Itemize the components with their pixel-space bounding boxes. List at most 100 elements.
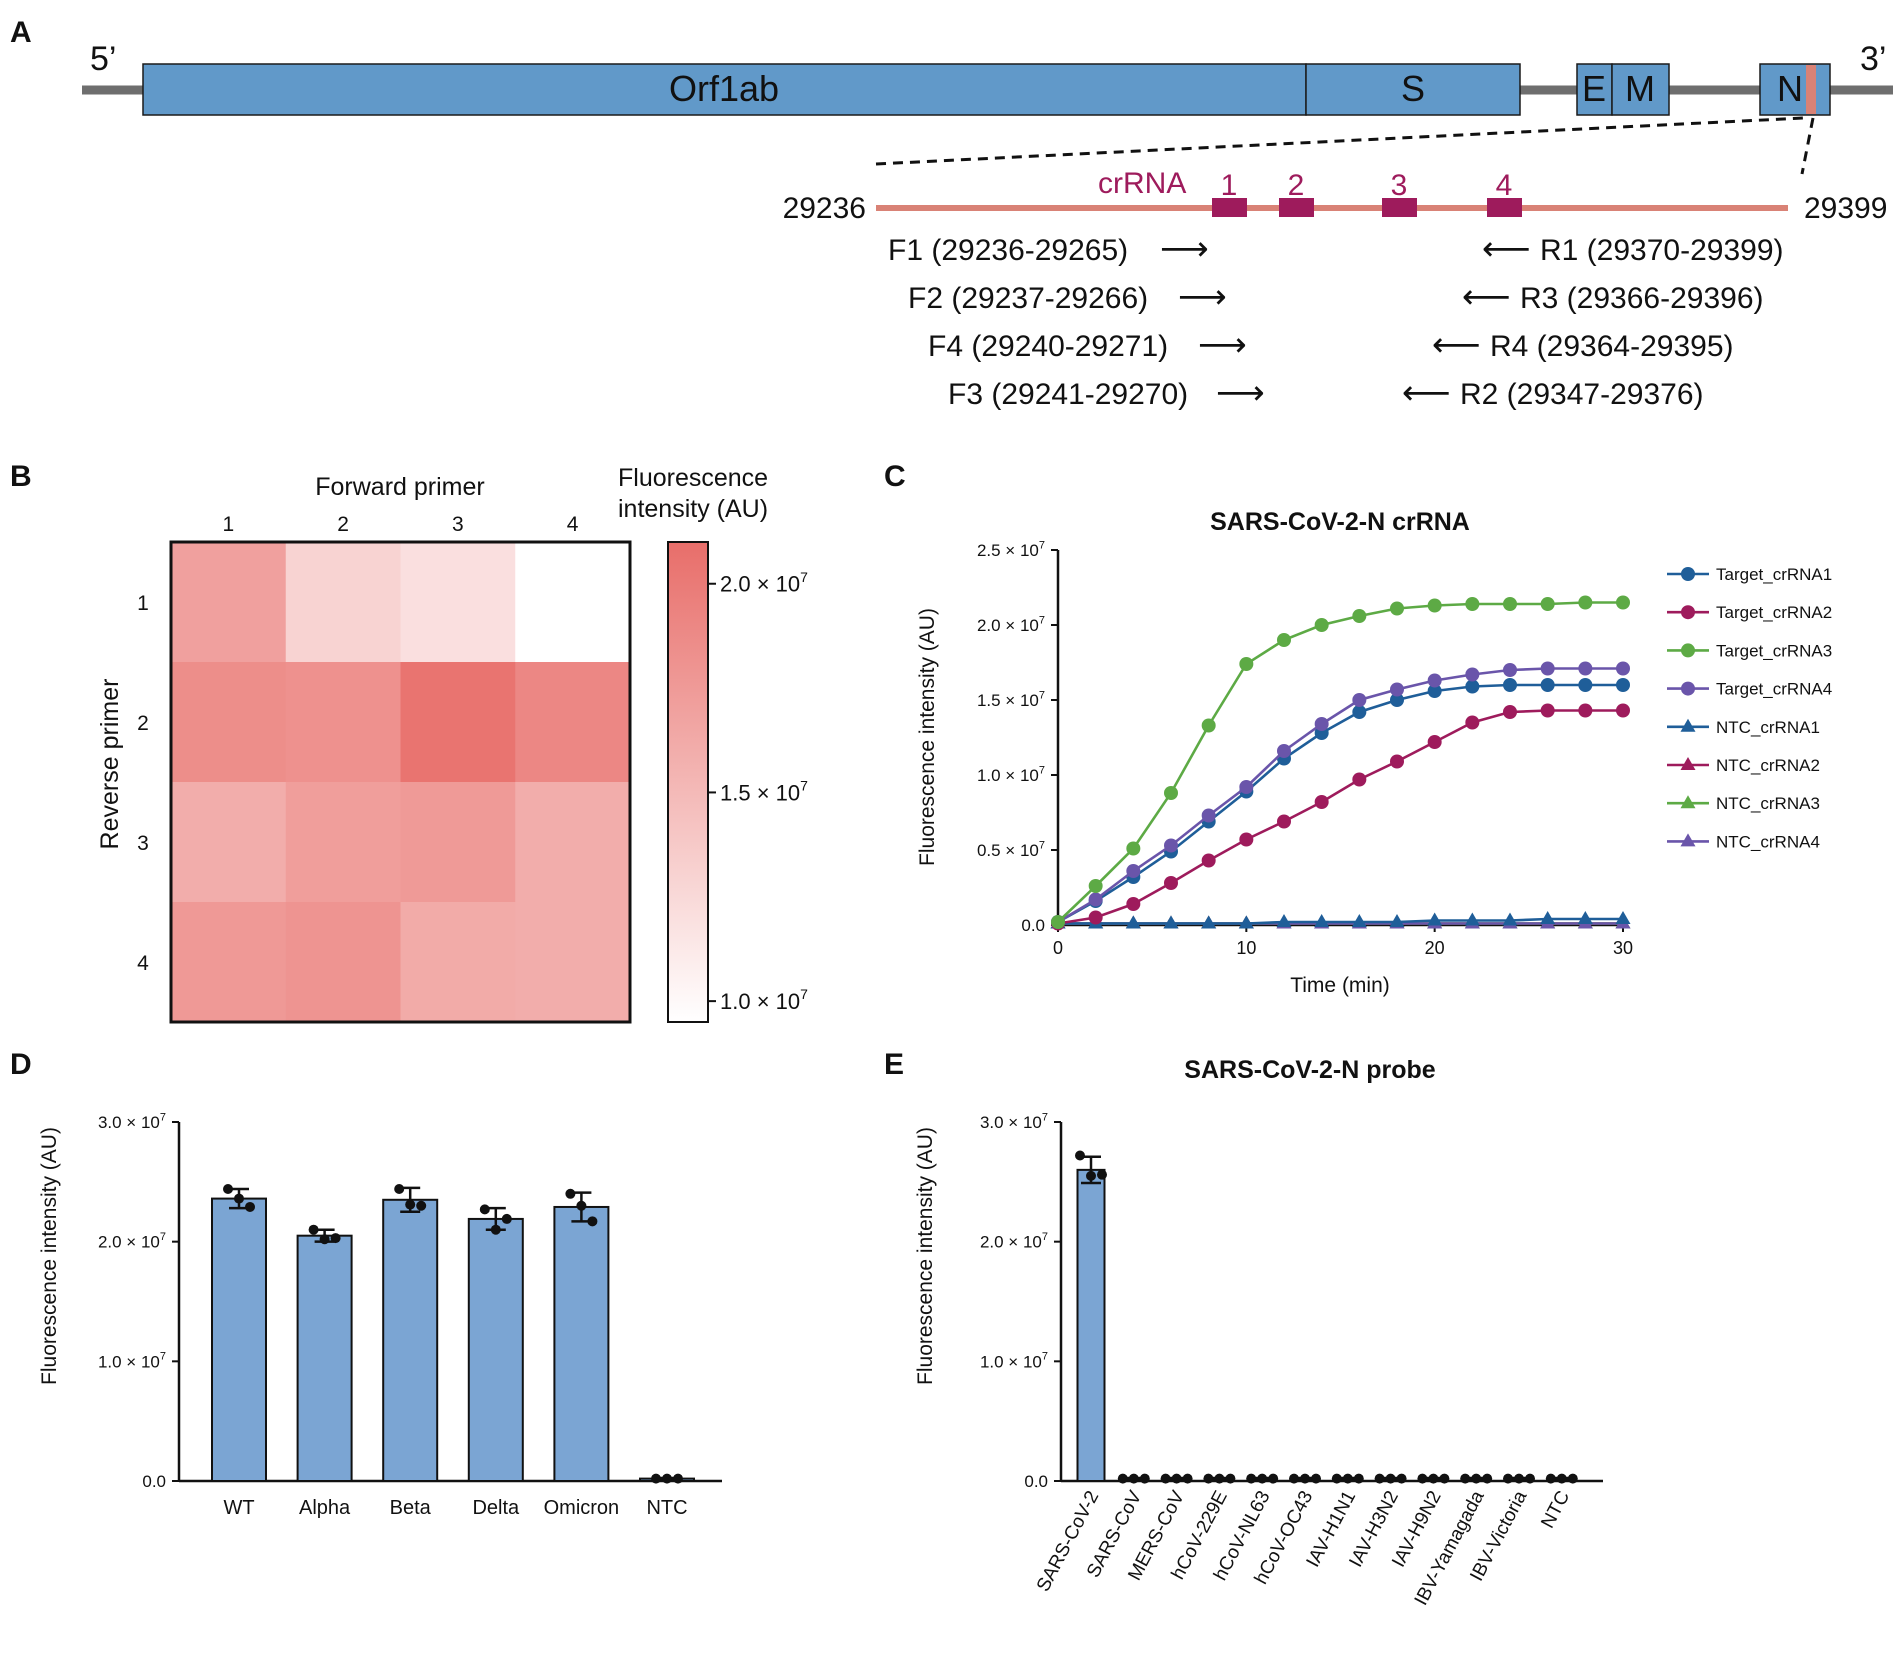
data-point-Target_crRNA2	[1126, 897, 1140, 911]
data-point-NTC_crRNA1	[1201, 916, 1216, 929]
replicate-point-hCoV-NL63	[1268, 1474, 1278, 1484]
replicate-point-SARS-CoV-2	[1075, 1151, 1085, 1161]
panel-b-label: B	[10, 460, 32, 493]
heatmap-cell-r1-c4	[515, 542, 630, 663]
bar-group-MERS-CoV	[1161, 1474, 1193, 1484]
bar-x-tick-label: Beta	[390, 1497, 432, 1519]
replicate-point-IBV-Victoria	[1514, 1474, 1524, 1484]
heatmap-cells	[171, 542, 631, 1023]
heatmap-cell-r4-c4	[515, 902, 630, 1023]
heatmap-y-tick-label: 1	[137, 592, 149, 615]
heatmap-cell-r3-c4	[515, 782, 630, 903]
data-point-NTC_crRNA1	[1164, 916, 1179, 929]
data-point-NTC_crRNA1	[1540, 911, 1555, 924]
panel-c-label: C	[884, 460, 906, 493]
bar-e-x-ticks: SARS-CoV-2SARS-CoVMERS-CoVhCoV-229EhCoV-…	[1033, 1487, 1574, 1609]
replicate-point-IAV-H9N2	[1439, 1474, 1449, 1484]
data-point-Target_crRNA1	[1578, 678, 1592, 692]
line-chart-y-tick-label: 1.0 × 107	[977, 764, 1045, 785]
heatmap-cell-r1-c3	[401, 542, 516, 663]
data-point-Target_crRNA4	[1126, 864, 1140, 878]
data-point-Target_crRNA4	[1315, 717, 1329, 731]
legend-label: Target_crRNA3	[1716, 641, 1832, 660]
crrna-1-number: 1	[1221, 169, 1238, 202]
data-point-Target_crRNA2	[1465, 716, 1479, 730]
replicate-point-hCoV-NL63	[1257, 1474, 1267, 1484]
bar-group-hCoV-OC43	[1289, 1474, 1321, 1484]
data-point-Target_crRNA1	[1352, 705, 1366, 719]
bar-d-x-ticks: WT Alpha Beta Delta Omicron NTC	[223, 1497, 687, 1519]
heatmap-x-tick-label: 4	[567, 513, 579, 536]
replicate-point-SARS-CoV-2	[1097, 1170, 1107, 1180]
bar-group-IBV-Victoria	[1503, 1474, 1535, 1484]
replicate-point-IBV-Yamagada	[1482, 1474, 1492, 1484]
forward-primer-f2: F2 (29237-29266)	[908, 282, 1148, 315]
data-point-Target_crRNA3	[1352, 609, 1366, 623]
data-point-Target_crRNA3	[1503, 597, 1517, 611]
crrna-4-number: 4	[1496, 169, 1513, 202]
legend-marker	[1681, 682, 1695, 696]
bar-e-bars	[1075, 1151, 1578, 1484]
replicate-point-hCoV-229E	[1214, 1474, 1224, 1484]
bar-x-tick-label: Alpha	[299, 1497, 351, 1519]
bar-group-WT	[212, 1184, 266, 1481]
data-point-Target_crRNA1	[1616, 678, 1630, 692]
five-prime-label: 5’	[90, 40, 116, 78]
data-point-Target_crRNA3	[1202, 719, 1216, 733]
replicate-point-Delta	[480, 1204, 490, 1214]
panel-e-label: E	[884, 1048, 904, 1081]
heatmap-y-title: Reverse primer	[96, 679, 124, 850]
replicate-point-hCoV-NL63	[1246, 1474, 1256, 1484]
data-point-Target_crRNA3	[1051, 915, 1065, 929]
heatmap-x-tick-label: 3	[452, 513, 464, 536]
data-point-Target_crRNA3	[1616, 596, 1630, 610]
data-point-Target_crRNA4	[1202, 809, 1216, 823]
bar-group-Beta	[383, 1184, 437, 1481]
heatmap-y-tick-label: 2	[137, 712, 149, 735]
replicate-point-MERS-CoV	[1172, 1474, 1182, 1484]
line-chart-x-ticks: 0 10 20 30	[1053, 925, 1633, 958]
data-point-Target_crRNA3	[1428, 599, 1442, 613]
replicate-point-MERS-CoV	[1183, 1474, 1193, 1484]
crrna-label: crRNA	[1098, 167, 1186, 200]
bar-group-hCoV-229E	[1203, 1474, 1235, 1484]
legend-label: NTC_crRNA1	[1716, 718, 1820, 737]
data-point-Target_crRNA3	[1315, 618, 1329, 632]
data-point-Target_crRNA2	[1578, 704, 1592, 718]
panel-e: E SARS-CoV-2-N probe Fluorescence intens…	[884, 1048, 1603, 1609]
data-point-NTC_crRNA1	[1352, 914, 1367, 927]
bar-d-y-title: Fluorescence intensity (AU)	[38, 1127, 61, 1385]
heatmap-cell-r4-c2	[286, 902, 401, 1023]
heatmap-cell-r2-c3	[401, 662, 516, 783]
data-point-Target_crRNA2	[1315, 795, 1329, 809]
replicate-point-WT	[245, 1202, 255, 1212]
line-chart-y-title: Fluorescence intensity (AU)	[916, 608, 939, 866]
gene-e-label: E	[1582, 68, 1606, 109]
legend-label: Target_crRNA4	[1716, 680, 1832, 699]
colorbar-ticks: 2.0 × 107 1.5 × 107 1.0 × 107	[708, 569, 808, 1014]
bar-x-tick-label: NTC	[1537, 1487, 1574, 1531]
line-chart-x-tick-label: 10	[1236, 938, 1256, 958]
legend-label: NTC_crRNA2	[1716, 756, 1820, 775]
reverse-arrow-r4: ⟵	[1432, 326, 1481, 364]
replicate-point-IAV-H1N1	[1343, 1474, 1353, 1484]
heatmap-x-title: Forward primer	[315, 473, 484, 501]
heatmap-cell-r4-c1	[171, 902, 286, 1023]
legend-marker	[1681, 567, 1695, 581]
colorbar-title-line2: intensity (AU)	[618, 495, 768, 523]
colorbar-tick-label: 1.0 × 107	[720, 986, 808, 1014]
panel-d-label: D	[10, 1048, 32, 1081]
n-target-region	[1806, 65, 1816, 114]
line-chart-x-tick-label: 20	[1425, 938, 1445, 958]
reverse-arrow-r1: ⟵	[1482, 230, 1531, 268]
data-point-Target_crRNA2	[1202, 854, 1216, 868]
bar-x-tick-label: Omicron	[544, 1497, 620, 1519]
replicate-point-Beta	[416, 1201, 426, 1211]
line-chart-title: SARS-CoV-2-N crRNA	[1210, 508, 1470, 536]
line-path-Target_crRNA4	[1058, 669, 1623, 923]
replicate-point-hCoV-OC43	[1311, 1474, 1321, 1484]
legend-marker	[1681, 757, 1696, 770]
bar-e-y-title: Fluorescence intensity (AU)	[914, 1127, 937, 1385]
replicate-point-Beta	[394, 1184, 404, 1194]
amplicon-end-label: 29399	[1804, 192, 1887, 225]
